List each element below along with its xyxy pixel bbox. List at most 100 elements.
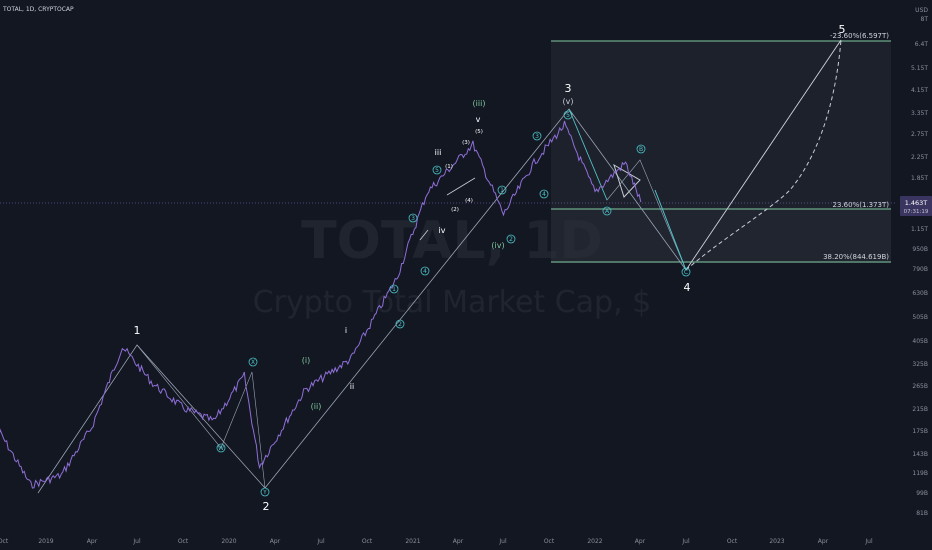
svg-text:C: C bbox=[684, 269, 688, 276]
label-iii: iii bbox=[435, 148, 442, 157]
circle-label-a: A bbox=[602, 206, 612, 216]
primary-wave-labels: 1 2 3 4 5 bbox=[134, 23, 846, 513]
x-tick-label: 2023 bbox=[769, 538, 784, 545]
projection-line[interactable] bbox=[685, 39, 842, 271]
circle-label-5-a: 5 bbox=[432, 165, 442, 175]
triangle-pattern[interactable] bbox=[613, 163, 641, 198]
svg-text:W: W bbox=[218, 445, 224, 452]
fib-zone-upper bbox=[551, 41, 891, 263]
y-tick-label: 175B bbox=[912, 428, 928, 435]
y-tick-label: 1.15T bbox=[911, 226, 928, 233]
svg-text:A: A bbox=[605, 208, 610, 215]
price-tag-countdown: 07:31:19 bbox=[904, 209, 929, 215]
y-tick-label: 325B bbox=[912, 361, 928, 368]
wave-label-1: 1 bbox=[134, 324, 141, 337]
svg-text:5: 5 bbox=[435, 167, 439, 174]
svg-text:B: B bbox=[639, 146, 643, 153]
x-tick-label: 2022 bbox=[587, 538, 602, 545]
projection-curve[interactable] bbox=[685, 39, 842, 271]
label-ii-paren: (ii) bbox=[311, 402, 322, 411]
minor-1: (1) bbox=[445, 164, 453, 170]
svg-text:5: 5 bbox=[566, 112, 570, 119]
circle-label-b: B bbox=[636, 144, 646, 154]
intermediate-wave-labels: (iii) v iii iv i ii (i) (ii) (iv) (v) bbox=[302, 97, 574, 411]
circle-label-1-b: 1 bbox=[497, 185, 507, 195]
label-iv-paren: (iv) bbox=[491, 241, 504, 250]
x-tick-label: Jul bbox=[681, 538, 690, 545]
x-tick-label: 2021 bbox=[405, 538, 420, 545]
minor-3: (3) bbox=[462, 140, 470, 146]
y-tick-label: 143B bbox=[912, 451, 928, 458]
x-tick-label: Apr bbox=[635, 538, 646, 545]
y-tick-label: 3.35T bbox=[911, 110, 928, 117]
minor-2: (2) bbox=[451, 207, 459, 213]
circle-label-3-a: 3 bbox=[408, 213, 418, 223]
svg-text:4: 4 bbox=[542, 191, 546, 198]
chart-symbol-header: TOTAL, 1D, CRYPTOCAP bbox=[2, 6, 74, 13]
y-tick-label: 2.25T bbox=[911, 154, 928, 161]
current-price-tag: 1.463T 07:31:19 bbox=[900, 196, 932, 216]
x-tick-label: Apr bbox=[818, 538, 829, 545]
label-i-paren: (i) bbox=[302, 356, 310, 365]
circle-label-4-b: 4 bbox=[539, 189, 549, 199]
svg-text:3: 3 bbox=[411, 215, 415, 222]
wave-label-5: 5 bbox=[839, 23, 846, 36]
svg-text:Y: Y bbox=[262, 489, 267, 496]
y-tick-label: 790B bbox=[912, 266, 928, 273]
y-tick-label: 505B bbox=[912, 314, 928, 321]
circle-label-c: C bbox=[681, 267, 691, 277]
y-tick-label: 630B bbox=[912, 290, 928, 297]
svg-text:4: 4 bbox=[423, 268, 427, 275]
circle-label-2-a: 2 bbox=[395, 319, 405, 329]
y-tick-label: 265B bbox=[912, 383, 928, 390]
svg-text:2: 2 bbox=[509, 236, 513, 243]
svg-text:1: 1 bbox=[500, 187, 504, 194]
x-tick-label: 2019 bbox=[38, 538, 53, 545]
x-tick-label: Jul bbox=[132, 538, 141, 545]
circle-label-y: Y bbox=[260, 487, 270, 497]
circle-label-5-b: 5 bbox=[563, 110, 573, 120]
time-axis[interactable]: Oct 2019 Apr Jul Oct 2020 Apr Jul Oct 2021 Apr Jul O… bbox=[0, 538, 873, 545]
price-series-line bbox=[0, 120, 642, 489]
x-tick-label: Oct bbox=[178, 538, 189, 545]
fib-label-38: 38.20%(844.619B) bbox=[823, 253, 889, 261]
watermark-description: Crypto Total Market Cap, $ bbox=[253, 285, 652, 320]
wave-label-2: 2 bbox=[263, 500, 270, 513]
x-tick-label: Oct bbox=[544, 538, 555, 545]
y-tick-label: 4.15T bbox=[911, 87, 928, 94]
circle-label-1-a: 1 bbox=[389, 284, 399, 294]
y-tick-label: 405B bbox=[912, 338, 928, 345]
y-tick-label: 119B bbox=[912, 470, 928, 477]
y-tick-label: 81B bbox=[916, 510, 928, 517]
minor-trendline-1 bbox=[446, 177, 476, 196]
label-ii: ii bbox=[350, 382, 354, 391]
y-tick-label: 99B bbox=[916, 490, 928, 497]
y-tick-label: 950B bbox=[912, 246, 928, 253]
x-tick-label: Jul bbox=[864, 538, 873, 545]
minor-trendline-2 bbox=[419, 229, 429, 241]
fib-label-23: 23.60%(1.373T) bbox=[833, 201, 890, 209]
price-axis[interactable]: 8T 6.4T 5.15T 4.15T 3.35T 2.75T 2.25T 1.85T 1.15… bbox=[911, 16, 928, 517]
svg-text:2: 2 bbox=[398, 321, 402, 328]
y-tick-label: 8T bbox=[921, 16, 929, 23]
label-iv: iv bbox=[439, 226, 446, 235]
wxy-correction-lines bbox=[136, 344, 266, 489]
x-tick-label: Oct bbox=[362, 538, 373, 545]
fib-label-minus-23: -23.60%(6.597T) bbox=[830, 32, 889, 40]
svg-text:3: 3 bbox=[535, 133, 539, 140]
wave-label-3: 3 bbox=[565, 82, 572, 95]
price-tag-value: 1.463T bbox=[905, 199, 928, 207]
watermark-symbol: TOTAL, 1D bbox=[301, 211, 603, 271]
label-iii-paren: (iii) bbox=[473, 99, 486, 108]
y-tick-label: 1.85T bbox=[911, 175, 928, 182]
minor-5: (5) bbox=[475, 129, 483, 135]
x-tick-label: Apr bbox=[270, 538, 281, 545]
y-tick-label: 6.4T bbox=[915, 41, 929, 48]
x-tick-label: Oct bbox=[727, 538, 738, 545]
label-v-small: v bbox=[476, 115, 481, 124]
c-leg bbox=[654, 189, 687, 271]
x-tick-label: Oct bbox=[0, 538, 9, 545]
x-tick-label: Jul bbox=[316, 538, 325, 545]
